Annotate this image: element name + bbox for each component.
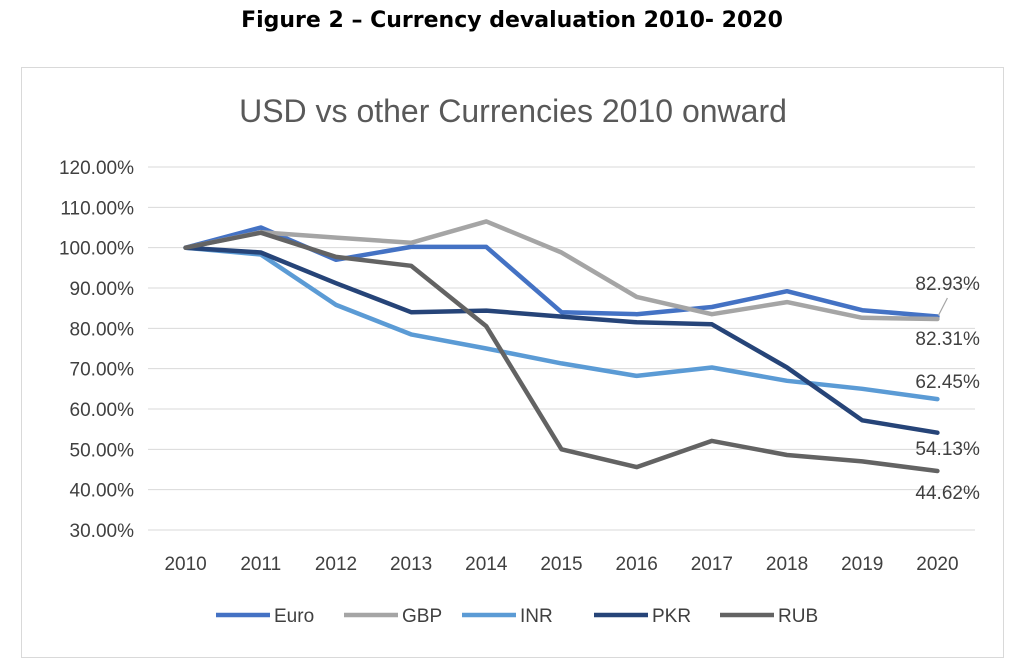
x-tick-label: 2013 [390,554,432,575]
legend-label-pkr: PKR [652,606,691,627]
x-tick-label: 2012 [315,554,357,575]
x-tick-label: 2014 [465,554,508,575]
series-line-euro [183,225,940,319]
legend-label-euro: Euro [274,606,314,627]
data-labels: 82.93% 82.31% 62.45% 54.13% 44.62% [915,274,980,504]
series-line-rub [183,230,940,474]
y-tick-label: 30.00% [70,521,135,542]
y-tick-label: 90.00% [70,279,135,300]
x-tick-label: 2011 [240,554,281,575]
x-axis-ticks: 2010 2011 2012 2013 2014 2015 2016 2017 2018 2019… [164,554,958,575]
x-tick-label: 2015 [540,554,582,575]
x-tick-label: 2019 [841,554,883,575]
y-tick-label: 100.00% [59,239,134,260]
y-tick-label: 50.00% [70,440,135,461]
chart-title: USD vs other Currencies 2010 onward [239,93,787,129]
x-tick-label: 2016 [616,554,658,575]
x-tick-label: 2010 [164,554,206,575]
legend: Euro GBP INR PKR RUB [216,606,818,627]
y-tick-label: 40.00% [70,481,135,502]
y-axis-ticks: 30.00% 40.00% 50.00% 60.00% 70.00% 80.00% 90.0… [59,158,134,542]
legend-label-inr: INR [520,606,553,627]
x-tick-label: 2020 [916,554,958,575]
data-label-gbp: 82.31% [915,329,980,350]
leader-line [937,297,948,316]
legend-label-gbp: GBP [402,606,442,627]
chart-frame [21,67,1004,658]
y-tick-label: 60.00% [70,400,135,421]
y-tick-label: 80.00% [70,319,135,340]
data-label-pkr: 54.13% [915,439,980,460]
y-tick-label: 120.00% [59,158,134,179]
x-tick-label: 2018 [766,554,808,575]
series-line-gbp [183,219,940,322]
y-tick-label: 70.00% [70,360,135,381]
x-tick-label: 2017 [691,554,733,575]
data-label-inr: 62.45% [915,372,980,393]
series-line-pkr [183,245,940,435]
data-label-euro: 82.93% [915,274,980,295]
legend-label-rub: RUB [778,606,818,627]
data-label-rub: 44.62% [915,483,980,504]
series-lines [183,219,940,474]
figure-caption: Figure 2 – Currency devaluation 2010- 20… [241,8,783,33]
series-line-inr [183,245,940,402]
y-tick-label: 110.00% [60,198,134,219]
gridlines [148,166,975,531]
